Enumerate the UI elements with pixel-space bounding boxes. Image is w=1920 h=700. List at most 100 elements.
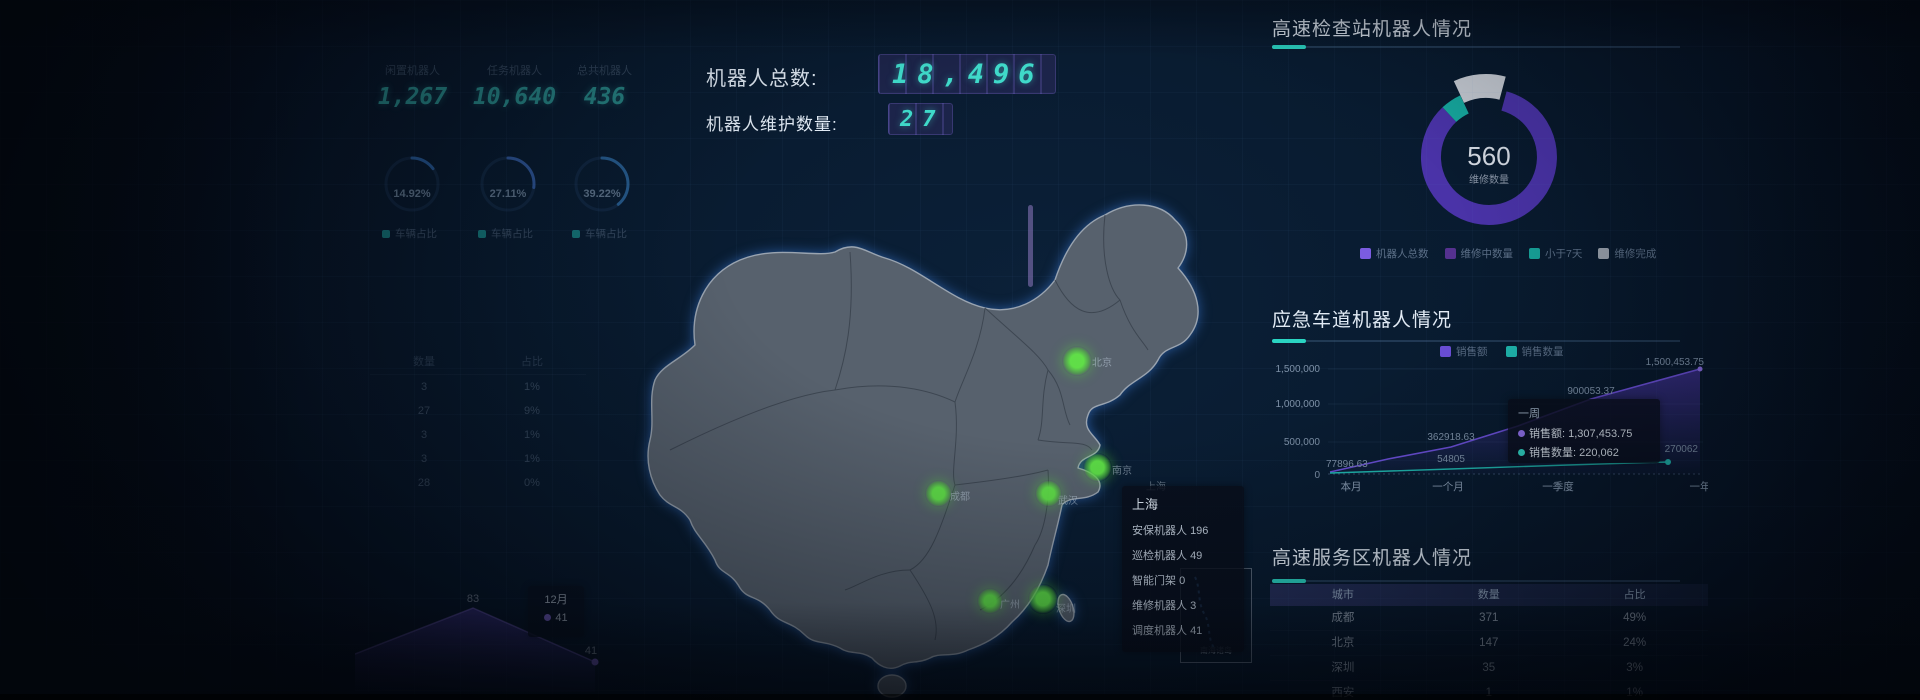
cell-count: 147	[1479, 637, 1499, 649]
legend-item[interactable]: 维修中数量	[1444, 246, 1513, 261]
point-label: 900053.37	[1567, 386, 1615, 397]
row-label: 维修机器人	[1132, 600, 1187, 612]
legend-item[interactable]: 维修完成	[1598, 246, 1656, 261]
left-table-header: 数量 占比	[370, 350, 586, 375]
mini-area-chart[interactable]: 83 41 12月 41	[354, 586, 615, 692]
title-rule	[1272, 579, 1680, 583]
row-label: 销售数量:	[1529, 447, 1577, 459]
table-row: 28 0%	[370, 471, 586, 495]
legend-item[interactable]: 小于7天	[1529, 246, 1582, 261]
donut-slice-under7[interactable]	[1442, 95, 1470, 123]
title-rule	[1272, 45, 1680, 49]
cell-city: 深圳	[1331, 662, 1355, 674]
tooltip-month: 12月	[544, 594, 568, 606]
cell-pct: 0%	[524, 477, 540, 489]
table-row: 3 1%	[370, 375, 586, 399]
cell-pct: 24%	[1623, 637, 1647, 649]
legend-item[interactable]: 机器人总数	[1360, 246, 1429, 261]
cell-pct: 9%	[524, 405, 540, 417]
left-table: 数量 占比 3 1% 27 9% 3 1% 3 1% 28 0%	[370, 350, 586, 495]
cell-pct: 1%	[524, 381, 540, 393]
emergency-chart-tooltip: 一周 销售额: 1,307,453.75 销售数量: 220,062	[1508, 399, 1660, 463]
stat-value: 1,267	[377, 84, 448, 110]
col-header-city: 城市	[1331, 589, 1354, 601]
series-dot	[1518, 430, 1525, 437]
map-dot-beijing[interactable]	[1062, 346, 1092, 376]
y-tick: 1,500,000	[1276, 364, 1321, 375]
tooltip-title: 一周	[1518, 408, 1540, 420]
donut-center-value: 560	[1467, 141, 1510, 171]
legend-swatch	[1360, 248, 1371, 259]
table-row: 北京 147 24%	[1270, 631, 1708, 656]
donut-slice-done[interactable]	[1453, 74, 1506, 104]
series-dot	[544, 614, 552, 621]
stat-total-robots: 总共机器人 436	[562, 62, 647, 110]
row-label: 调度机器人	[1132, 625, 1187, 637]
row-value: 1,307,453.75	[1568, 428, 1633, 440]
cell-pct: 1%	[524, 453, 540, 465]
point-label: 77896.63	[1326, 459, 1368, 470]
gauge-percent: 14.92%	[393, 188, 431, 200]
city-label: 深圳	[1056, 604, 1076, 615]
donut-center-label: 维修数量	[1469, 173, 1509, 186]
mini-chart-tooltip: 12月 41	[528, 586, 584, 637]
row-label: 销售额:	[1529, 428, 1566, 440]
gauge-2: 27.11%	[472, 148, 544, 220]
emergency-panel-title: 应急车道机器人情况	[1272, 310, 1453, 331]
map-dot-nanjing[interactable]	[1083, 453, 1112, 482]
tooltip-title: 上海	[1132, 497, 1159, 512]
gauge-1: 14.92%	[376, 148, 448, 220]
legend-label: 维修完成	[1614, 248, 1657, 260]
city-label: 武汉	[1058, 496, 1078, 507]
maintain-robots-value: 27	[888, 103, 953, 135]
maintain-robots-label: 机器人维护数量:	[706, 115, 838, 134]
series-dot	[1518, 449, 1525, 456]
row-value: 0	[1179, 575, 1186, 587]
map-tooltip: 上海 安保机器人 196 巡检机器人 49 智能门架 0 维修机器人 3 调度机…	[1122, 486, 1244, 652]
row-label: 巡检机器人	[1132, 550, 1187, 562]
gauge-legend-1: 车辆占比	[382, 226, 437, 241]
stat-task-robots: 任务机器人 10,640	[462, 62, 567, 110]
legend-label: 机器人总数	[1376, 248, 1429, 260]
service-table-header: 城市 数量 占比	[1270, 584, 1708, 606]
tooltip-row: 安保机器人 196	[1132, 519, 1234, 544]
cell-pct: 1%	[524, 429, 540, 441]
checkpoint-donut-chart[interactable]: 560 维修数量	[1399, 67, 1579, 247]
legend-swatch	[1444, 248, 1456, 259]
map-dot-chengdu[interactable]	[925, 480, 952, 507]
tooltip-value: 41	[555, 612, 568, 624]
x-tick: 一个月	[1432, 481, 1464, 493]
total-robots-label: 机器人总数:	[706, 68, 818, 90]
col-header: 数量	[413, 356, 435, 368]
table-row: 深圳 35 3%	[1270, 656, 1708, 681]
cell-city: 北京	[1331, 637, 1355, 649]
stat-label: 总共机器人	[577, 65, 632, 77]
row-value: 41	[1190, 625, 1203, 637]
point-label: 1,500,453.75	[1646, 357, 1705, 368]
service-table: 城市 数量 占比 成都 371 49% 北京 147 24% 深圳 35 3% …	[1270, 584, 1708, 700]
x-tick: 一年	[1690, 480, 1709, 493]
tooltip-row: 智能门架 0	[1132, 569, 1234, 594]
cell-city: 成都	[1331, 612, 1355, 624]
city-label: 北京	[1092, 358, 1112, 369]
legend-label: 车辆占比	[491, 228, 533, 240]
tooltip-row: 巡检机器人 49	[1132, 544, 1234, 569]
china-outline	[647, 204, 1199, 669]
cell-count: 35	[1482, 662, 1496, 674]
cell-count: 28	[417, 477, 431, 489]
data-point	[1665, 459, 1671, 465]
cell-pct: 49%	[1623, 612, 1647, 624]
map-dot-shenzhen[interactable]	[1028, 584, 1058, 614]
point-label: 362918.63	[1427, 432, 1475, 443]
stat-label: 闲置机器人	[385, 65, 440, 77]
table-row: 3 1%	[370, 423, 586, 447]
cell-count: 27	[417, 405, 431, 417]
legend-label: 车辆占比	[395, 228, 437, 240]
stat-value: 436	[583, 84, 626, 110]
stat-value: 10,640	[472, 84, 557, 110]
total-robots-value: 18,496	[878, 54, 1056, 94]
legend-swatch	[572, 229, 580, 238]
stat-label: 任务机器人	[487, 65, 542, 77]
point-label: 270062	[1665, 444, 1699, 455]
gauge-percent: 27.11%	[489, 188, 527, 200]
